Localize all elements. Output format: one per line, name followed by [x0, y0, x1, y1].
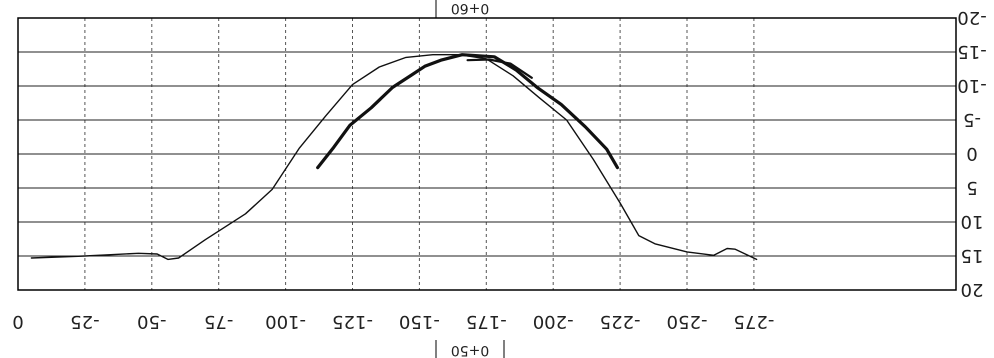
y-tick-label: -10	[957, 75, 986, 96]
x-tick-label: -275	[733, 311, 774, 332]
y-tick-label: 20	[961, 279, 984, 300]
x-tick-label: -25	[70, 311, 99, 332]
station-bottom-label: 0+50	[451, 342, 489, 358]
tick-layer: 0 -25 -50 -75 -100 -125 -150 -175 -200 -225 -250 -2…	[12, 7, 986, 332]
y-tick-label: -20	[957, 7, 986, 28]
series-layer	[30, 53, 758, 261]
y-tick-label: 5	[966, 177, 977, 198]
x-tick-label: -225	[600, 311, 641, 332]
profile-series-line	[466, 58, 533, 79]
x-tick-label: -50	[137, 311, 166, 332]
station-top-label: 0+60	[451, 0, 489, 16]
y-tick-label: 0	[966, 143, 977, 164]
x-tick-label: -200	[533, 311, 574, 332]
profile-series-line	[316, 53, 619, 170]
x-tick-label: -100	[265, 311, 306, 332]
x-tick-label: 0	[12, 311, 23, 332]
x-tick-label: -125	[332, 311, 373, 332]
x-tick-label: -150	[399, 311, 440, 332]
x-tick-label: -75	[204, 311, 233, 332]
station-layer: 0+60 0+50	[435, 0, 505, 358]
profile-series-line	[30, 54, 758, 261]
grid-layer	[18, 18, 956, 290]
plot-frame	[17, 17, 957, 291]
y-tick-label: 15	[961, 245, 984, 266]
x-tick-label: -250	[667, 311, 708, 332]
y-tick-label: 10	[961, 211, 984, 232]
y-tick-label: -5	[963, 109, 981, 130]
x-tick-label: -175	[466, 311, 507, 332]
y-tick-label: -15	[957, 41, 986, 62]
